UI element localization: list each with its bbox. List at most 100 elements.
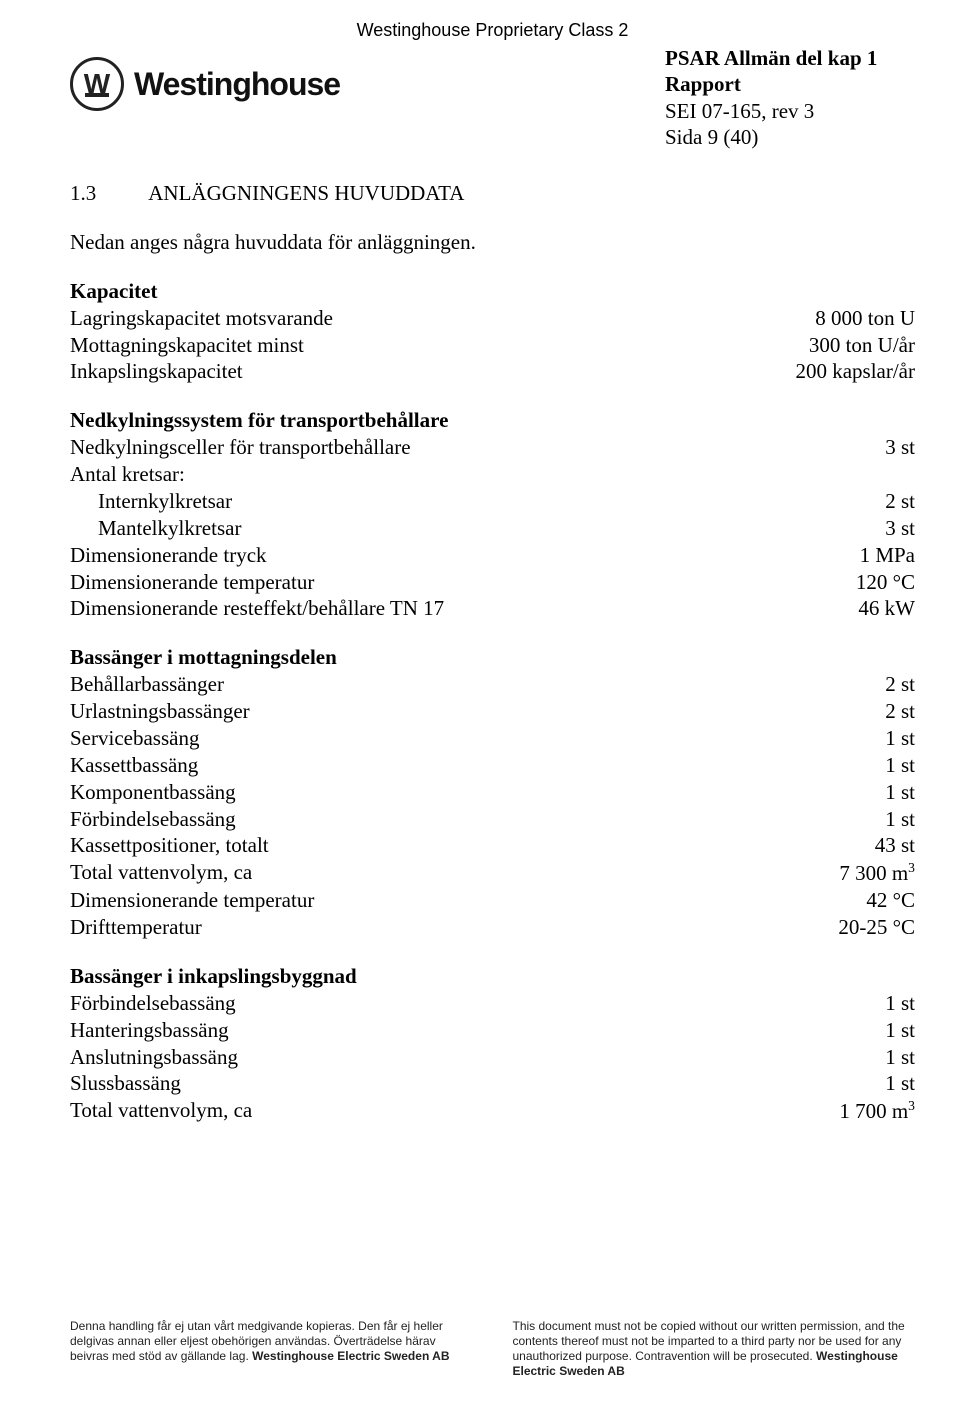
row-label: Nedkylningsceller för transportbehållare	[70, 434, 745, 461]
row-value: 2 st	[745, 488, 915, 515]
row-value: 2 st	[745, 671, 915, 698]
data-row: Mottagningskapacitet minst300 ton U/år	[70, 332, 915, 359]
section-title: ANLÄGGNINGENS HUVUDDATA	[148, 180, 464, 207]
wordmark: Westinghouse	[134, 66, 340, 103]
data-row: Total vattenvolym, ca1 700 m3	[70, 1097, 915, 1125]
row-label: Kassettpositioner, totalt	[70, 832, 745, 859]
doc-title-block: PSAR Allmän del kap 1 Rapport SEI 07-165…	[665, 45, 915, 150]
row-value: 2 st	[745, 698, 915, 725]
content: 1.3 ANLÄGGNINGENS HUVUDDATA Nedan anges …	[70, 180, 915, 1125]
data-group: Bassänger i mottagningsdelenBehållarbass…	[70, 644, 915, 941]
data-row: Total vattenvolym, ca7 300 m3	[70, 859, 915, 887]
data-row: Dimensionerande temperatur120 °C	[70, 569, 915, 596]
group-title: Nedkylningssystem för transportbehållare	[70, 407, 915, 434]
row-label: Dimensionerande resteffekt/behållare TN …	[70, 595, 745, 622]
data-group: Bassänger i inkapslingsbyggnadFörbindels…	[70, 963, 915, 1125]
row-label: Dimensionerande tryck	[70, 542, 745, 569]
data-row: Mantelkylkretsar3 st	[70, 515, 915, 542]
section-heading: 1.3 ANLÄGGNINGENS HUVUDDATA	[70, 180, 915, 207]
row-label: Drifttemperatur	[70, 914, 745, 941]
group-title: Bassänger i inkapslingsbyggnad	[70, 963, 915, 990]
doc-title-line1: PSAR Allmän del kap 1	[665, 45, 915, 71]
data-row: Komponentbassäng1 st	[70, 779, 915, 806]
footer-left: Denna handling får ej utan vårt medgivan…	[70, 1319, 473, 1379]
row-label: Anslutningsbassäng	[70, 1044, 745, 1071]
row-value: 7 300 m3	[745, 859, 915, 887]
logo-block: W Westinghouse	[70, 57, 340, 111]
row-label: Komponentbassäng	[70, 779, 745, 806]
row-label: Slussbassäng	[70, 1070, 745, 1097]
data-row: Dimensionerande resteffekt/behållare TN …	[70, 595, 915, 622]
proprietary-class: Westinghouse Proprietary Class 2	[70, 20, 915, 41]
header: Westinghouse Proprietary Class 2 W Westi…	[70, 20, 915, 150]
row-value	[745, 461, 915, 488]
data-row: Slussbassäng1 st	[70, 1070, 915, 1097]
row-value: 8 000 ton U	[745, 305, 915, 332]
row-value: 46 kW	[745, 595, 915, 622]
intro-text: Nedan anges några huvuddata för anläggni…	[70, 229, 915, 256]
group-title: Bassänger i mottagningsdelen	[70, 644, 915, 671]
data-row: Antal kretsar:	[70, 461, 915, 488]
row-value: 1 st	[745, 1017, 915, 1044]
data-groups: KapacitetLagringskapacitet motsvarande8 …	[70, 278, 915, 1125]
row-value: 120 °C	[745, 569, 915, 596]
row-label: Servicebassäng	[70, 725, 745, 752]
westinghouse-logo-icon: W	[70, 57, 124, 111]
data-row: Servicebassäng1 st	[70, 725, 915, 752]
row-value: 20-25 °C	[745, 914, 915, 941]
data-row: Dimensionerande tryck1 MPa	[70, 542, 915, 569]
row-value: 3 st	[745, 515, 915, 542]
data-row: Urlastningsbassänger2 st	[70, 698, 915, 725]
footer-right: This document must not be copied without…	[513, 1319, 916, 1379]
row-value: 1 st	[745, 1070, 915, 1097]
data-row: Nedkylningsceller för transportbehållare…	[70, 434, 915, 461]
page: Westinghouse Proprietary Class 2 W Westi…	[0, 0, 960, 1411]
doc-title-line3: SEI 07-165, rev 3	[665, 98, 915, 124]
section-number: 1.3	[70, 180, 96, 207]
row-value: 300 ton U/år	[745, 332, 915, 359]
row-label: Internkylkretsar	[70, 488, 745, 515]
row-value: 1 st	[745, 1044, 915, 1071]
doc-title-line4: Sida 9 (40)	[665, 124, 915, 150]
row-value: 1 st	[745, 990, 915, 1017]
doc-title-line2: Rapport	[665, 71, 915, 97]
row-value: 43 st	[745, 832, 915, 859]
row-label: Mottagningskapacitet minst	[70, 332, 745, 359]
row-value: 1 700 m3	[745, 1097, 915, 1125]
header-row: W Westinghouse PSAR Allmän del kap 1 Rap…	[70, 45, 915, 150]
row-label: Dimensionerande temperatur	[70, 569, 745, 596]
data-group: KapacitetLagringskapacitet motsvarande8 …	[70, 278, 915, 386]
data-row: Hanteringsbassäng1 st	[70, 1017, 915, 1044]
data-row: Internkylkretsar2 st	[70, 488, 915, 515]
row-label: Lagringskapacitet motsvarande	[70, 305, 745, 332]
footer-left-brand: Westinghouse Electric Sweden AB	[252, 1349, 449, 1363]
data-row: Förbindelsebassäng1 st	[70, 990, 915, 1017]
row-label: Total vattenvolym, ca	[70, 1097, 745, 1125]
row-label: Hanteringsbassäng	[70, 1017, 745, 1044]
data-row: Kassettbassäng1 st	[70, 752, 915, 779]
row-label: Kassettbassäng	[70, 752, 745, 779]
footer: Denna handling får ej utan vårt medgivan…	[70, 1319, 915, 1379]
data-group: Nedkylningssystem för transportbehållare…	[70, 407, 915, 622]
row-value: 1 st	[745, 725, 915, 752]
row-label: Urlastningsbassänger	[70, 698, 745, 725]
data-row: Lagringskapacitet motsvarande8 000 ton U	[70, 305, 915, 332]
row-value: 1 MPa	[745, 542, 915, 569]
data-row: Inkapslingskapacitet200 kapslar/år	[70, 358, 915, 385]
data-row: Behållarbassänger2 st	[70, 671, 915, 698]
row-label: Dimensionerande temperatur	[70, 887, 745, 914]
data-row: Kassettpositioner, totalt43 st	[70, 832, 915, 859]
row-label: Total vattenvolym, ca	[70, 859, 745, 887]
row-value: 1 st	[745, 752, 915, 779]
row-value: 1 st	[745, 779, 915, 806]
data-row: Dimensionerande temperatur42 °C	[70, 887, 915, 914]
row-label: Inkapslingskapacitet	[70, 358, 745, 385]
row-value: 200 kapslar/år	[745, 358, 915, 385]
row-label: Förbindelsebassäng	[70, 806, 745, 833]
row-label: Förbindelsebassäng	[70, 990, 745, 1017]
data-row: Anslutningsbassäng1 st	[70, 1044, 915, 1071]
row-value: 42 °C	[745, 887, 915, 914]
row-label: Behållarbassänger	[70, 671, 745, 698]
row-label: Antal kretsar:	[70, 461, 745, 488]
row-label: Mantelkylkretsar	[70, 515, 745, 542]
